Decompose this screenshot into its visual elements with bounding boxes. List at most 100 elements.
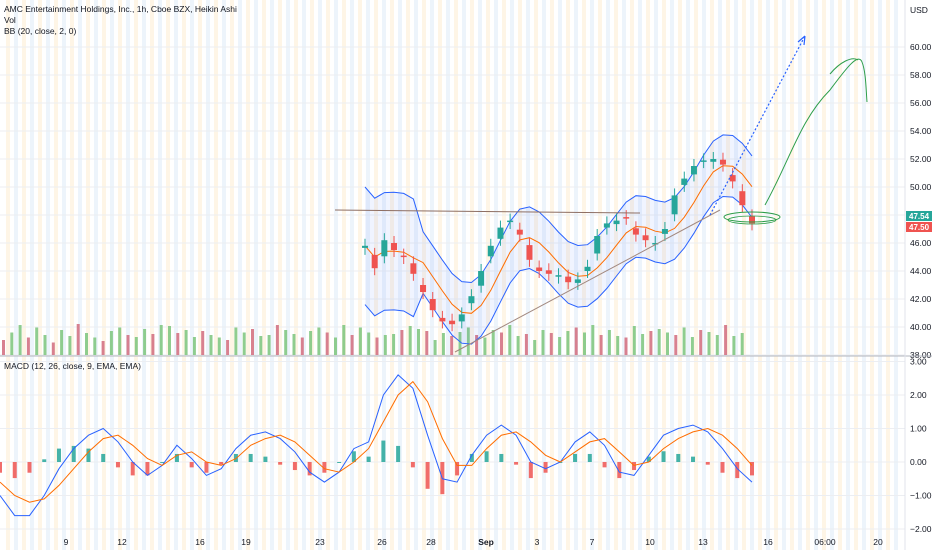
volume-bar [466, 327, 470, 355]
macd-histogram-bar [130, 462, 135, 476]
volume-bar [176, 333, 180, 355]
volume-bar [358, 327, 362, 355]
volume-legend[interactable]: Vol [4, 15, 16, 25]
volume-bar [234, 327, 238, 355]
macd-histogram-bar [543, 462, 548, 473]
macd-histogram-bar [484, 451, 489, 462]
macd-histogram-bar [101, 453, 106, 462]
green-support-ellipse[interactable] [723, 211, 781, 223]
macd-histogram-bar [632, 462, 637, 471]
volume-bar [217, 337, 221, 355]
price-tick-label: 60.00 [910, 42, 932, 52]
macd-histogram-bar [0, 462, 2, 473]
macd-histogram-bar [691, 456, 696, 462]
session-band [542, 0, 546, 550]
volume-bar [184, 330, 188, 355]
volume-bar [400, 330, 404, 355]
macd-histogram-bar [720, 462, 725, 473]
macd-histogram-bar [56, 448, 61, 462]
session-band [110, 0, 114, 550]
candle-body [661, 229, 668, 234]
symbol-title[interactable]: AMC Entertainment Holdings, Inc., 1h, Cb… [4, 4, 237, 14]
volume-bar [425, 331, 429, 355]
macd-histogram-bar [263, 456, 268, 462]
session-band [6, 0, 10, 550]
candle-body [458, 314, 465, 322]
session-band [822, 0, 826, 550]
time-tick-label: 16 [195, 537, 205, 547]
session-band [694, 0, 698, 550]
session-band [350, 0, 354, 550]
candle-body [555, 275, 562, 277]
session-band [582, 0, 586, 550]
session-band [534, 0, 538, 550]
volume-bar [541, 330, 545, 355]
volume-bar [118, 327, 122, 355]
candle-body [584, 266, 591, 271]
session-band [630, 0, 634, 550]
candle-body [729, 175, 736, 182]
green-freehand-path[interactable] [764, 58, 868, 206]
candle-body [497, 227, 504, 239]
macd-legend[interactable]: MACD (12, 26, close, 9, EMA, EMA) [4, 361, 141, 371]
volume-bar [18, 325, 22, 355]
candle-body [449, 320, 456, 325]
volume-bar [68, 336, 72, 355]
macd-histogram-bar [248, 453, 253, 462]
session-band [742, 0, 746, 550]
macd-histogram-bar [455, 462, 460, 476]
candle-body [623, 217, 630, 219]
price-tick-label: 50.00 [910, 182, 932, 192]
session-band [150, 0, 154, 550]
macd-histogram-bar [425, 462, 430, 489]
volume-bar [51, 342, 55, 355]
user-drawings[interactable] [334, 35, 868, 353]
projection-arrow-line[interactable] [709, 35, 806, 216]
horizontal-resistance-line[interactable] [334, 209, 641, 214]
volume-bar [524, 334, 528, 355]
price-labels: 47.54 47.50 [906, 211, 932, 232]
time-tick-label: 16 [763, 537, 773, 547]
session-band [366, 0, 370, 550]
candle-body [371, 254, 378, 269]
volume-bar [491, 330, 495, 355]
bb-lower-line [364, 195, 753, 345]
volume-bar [267, 335, 271, 355]
session-band [862, 0, 866, 550]
macd-tick-label: 0.00 [910, 457, 927, 467]
macd-histogram-bar [381, 440, 386, 462]
ascending-trendline[interactable] [454, 209, 721, 353]
bb-fill [365, 134, 752, 345]
session-band [246, 0, 250, 550]
session-band [878, 0, 882, 550]
volume-bar [607, 330, 611, 355]
candle-body [710, 159, 717, 162]
volume-bar [275, 325, 279, 355]
session-band [854, 0, 858, 550]
session-band [814, 0, 818, 550]
candle-body [507, 220, 514, 223]
macd-histogram-bar [705, 462, 710, 465]
price-tick-label: 52.00 [910, 154, 932, 164]
session-band [438, 0, 442, 550]
session-band [222, 0, 226, 550]
macd-histogram-bar [42, 459, 47, 462]
macd-histogram-bar [12, 462, 17, 479]
macd-tick-label: 1.00 [910, 424, 927, 434]
signal-line [0, 380, 753, 503]
macd-histogram-bar [396, 445, 401, 462]
session-band [70, 0, 74, 550]
bb-legend[interactable]: BB (20, close, 2, 0) [4, 26, 77, 36]
volume-bar [649, 331, 653, 355]
volume-bar [475, 335, 479, 355]
session-band [558, 0, 562, 550]
session-band [406, 0, 410, 550]
volume-bar [458, 332, 462, 355]
projection-arrow-head [797, 35, 806, 46]
macd-tick-label: 2.00 [910, 390, 927, 400]
macd-histogram-bar [71, 445, 76, 462]
volume-bar [26, 337, 30, 355]
session-band [686, 0, 690, 550]
